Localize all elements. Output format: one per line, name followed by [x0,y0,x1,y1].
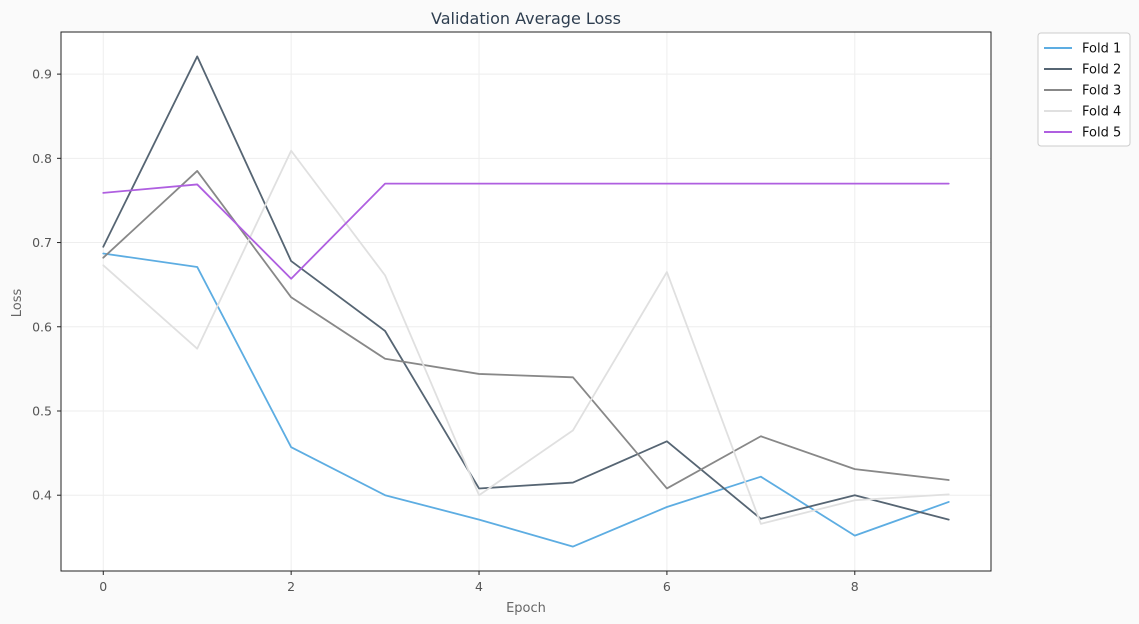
series-line-fold-3 [102,170,950,490]
y-tick-label: 0.5 [32,403,52,418]
series-line-fold-4 [102,149,950,525]
legend-label: Fold 2 [1082,63,1121,78]
legend-box [1037,32,1131,147]
y-tick-label: 0.9 [32,67,52,82]
x-tick-label: 8 [851,579,859,594]
legend-label: Fold 3 [1082,84,1121,99]
legend-label: Fold 4 [1082,105,1121,120]
series-line-fold-2 [102,55,950,521]
grid-layer [61,32,991,571]
y-axis-label: Loss [10,289,25,318]
x-tick-label: 2 [287,579,295,594]
x-tick-label: 0 [99,579,107,594]
x-axis-label: Epoch [506,601,546,616]
y-tick-label: 0.7 [32,235,52,250]
plot-frame [60,31,992,572]
legend-label: Fold 5 [1082,126,1121,141]
series-line-fold-5 [102,182,950,280]
plot-area [61,32,991,571]
tick-layer: 0 2 4 6 8 0.4 0.5 0.6 0.7 0.8 0.9 [32,67,859,594]
chart-title: Validation Average Loss [431,9,621,28]
legend-label: Fold 1 [1082,42,1121,57]
legend: Fold 1 Fold 2 Fold 3 Fold 4 Fold 5 [1037,32,1131,147]
x-tick-label: 6 [663,579,671,594]
x-tick-label: 4 [475,579,483,594]
y-tick-label: 0.8 [32,151,52,166]
y-tick-label: 0.4 [32,488,52,503]
series-layer [102,55,950,548]
y-tick-label: 0.6 [32,319,52,334]
